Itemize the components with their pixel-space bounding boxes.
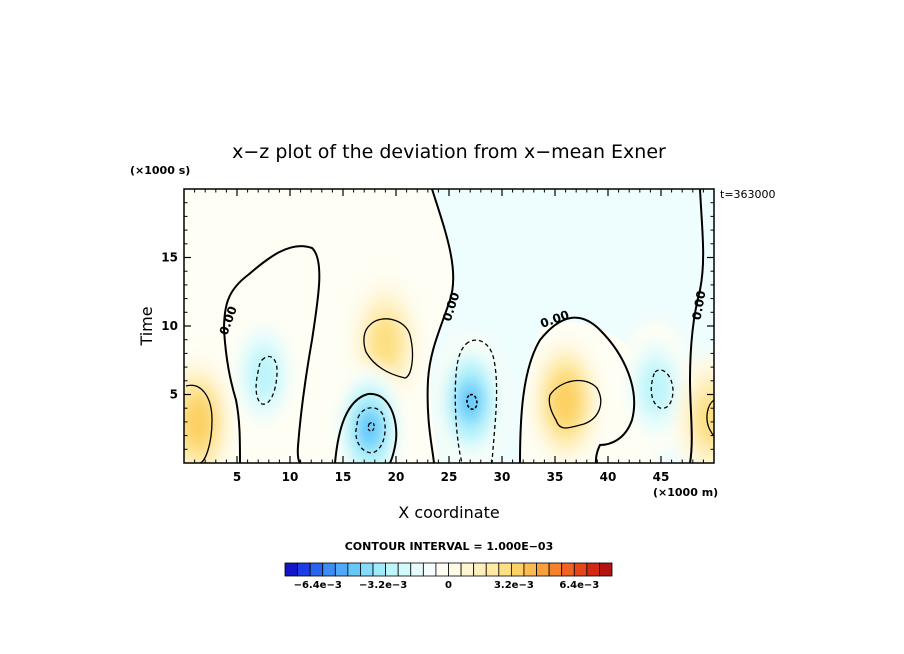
negative-contour-4 — [650, 369, 674, 409]
x-tick-label-3: 20 — [388, 470, 405, 484]
negative-contour-2 — [355, 407, 386, 454]
contour-field — [184, 189, 714, 463]
contour-interval-label: CONTOUR INTERVAL = 1.000E−03 — [345, 540, 554, 553]
y-tick-label-0: 5 — [170, 388, 178, 402]
zero-contour-far-right — [688, 189, 705, 463]
colorbar-swatch-18 — [510, 562, 525, 577]
colorbar-tick-label-3: 3.2e−3 — [494, 580, 534, 591]
feature-shade-5-3 — [552, 378, 580, 424]
x-tick-label-8: 45 — [653, 470, 670, 484]
colorbar: −6.4e−3 −3.2e−3 0 3.2e−3 6.4e−3 — [284, 562, 613, 591]
feature-shade-3-4 — [357, 409, 382, 449]
colorbar-swatch-0 — [284, 562, 298, 577]
colorbar-swatch-5 — [347, 562, 361, 577]
negative-contour-3b — [466, 393, 478, 410]
chart-title: x−z plot of the deviation from x−mean Ex… — [232, 141, 666, 163]
colorbar-swatch-14 — [460, 562, 475, 577]
colorbar-swatch-9 — [397, 562, 412, 577]
feature-shade-7-2 — [694, 391, 714, 447]
zero-contour-left — [223, 245, 321, 463]
x-unit-label: (×1000 m) — [653, 486, 718, 499]
feature-shade-4-4 — [458, 381, 483, 421]
positive-contour-1 — [185, 384, 213, 463]
colorbar-swatch-25 — [599, 562, 613, 577]
feature-shade-0-3 — [184, 399, 212, 445]
zero-contour-mid — [426, 189, 455, 463]
colorbar-swatch-10 — [410, 562, 424, 577]
colorbar-swatch-17 — [498, 562, 512, 577]
colorbar-swatch-13 — [448, 562, 462, 577]
colorbar-tick-label-1: −3.2e−3 — [359, 580, 407, 591]
colorbar-swatch-11 — [422, 562, 437, 577]
x-tick-label-5: 30 — [494, 470, 511, 484]
colorbar-swatch-16 — [485, 562, 500, 577]
colorbar-swatch-22 — [561, 562, 575, 577]
negative-contour-1 — [255, 355, 278, 405]
colorbar-swatch-12 — [435, 562, 449, 577]
zero-contour-left-b — [223, 329, 241, 463]
colorbar-swatch-4 — [334, 562, 349, 577]
timestamp-label: t=363000 — [720, 188, 776, 201]
x-tick-label-1: 10 — [282, 470, 299, 484]
feature-shade-2-2 — [369, 315, 402, 370]
positive-contour-2 — [363, 318, 414, 379]
colorbar-swatch-23 — [573, 562, 588, 577]
negative-contour-2b — [367, 421, 375, 432]
x-axis-title: X coordinate — [398, 503, 499, 522]
colorbar-swatch-1 — [297, 562, 311, 577]
y-unit-label: (×1000 s) — [130, 164, 190, 177]
colorbar-swatch-24 — [586, 562, 600, 577]
y-tick-label-1: 10 — [161, 319, 178, 333]
x-tick-label-2: 15 — [335, 470, 352, 484]
y-tick-label-2: 15 — [161, 251, 178, 265]
colorbar-tick-label-0: −6.4e−3 — [294, 580, 342, 591]
colorbar-swatch-21 — [548, 562, 563, 577]
contour-lines — [185, 189, 714, 463]
zero-contour-ring — [334, 392, 398, 463]
colorbar-swatch-19 — [523, 562, 537, 577]
colorbar-swatch-15 — [473, 562, 487, 577]
positive-contour-3 — [548, 379, 602, 429]
x-tick-label-7: 40 — [600, 470, 617, 484]
zero-contour-right-loop — [519, 316, 636, 463]
colorbar-tick-label-2: 0 — [445, 580, 452, 591]
y-axis-title: Time — [137, 306, 156, 346]
feature-shade-1-2 — [247, 346, 280, 402]
colorbar-swatch-6 — [360, 562, 374, 577]
colorbar-swatch-20 — [536, 562, 550, 577]
colorbar-tick-label-4: 6.4e−3 — [559, 580, 599, 591]
colorbar-swatch-2 — [309, 562, 324, 577]
x-tick-label-4: 25 — [441, 470, 458, 484]
contour-label-4: 0.00 — [690, 290, 709, 322]
feature-shade-6-2 — [639, 360, 672, 415]
x-tick-label-6: 35 — [547, 470, 564, 484]
x-tick-label-0: 5 — [233, 470, 241, 484]
colorbar-swatch-8 — [385, 562, 399, 577]
colorbar-swatch-7 — [372, 562, 387, 577]
negative-contour-3 — [454, 339, 498, 463]
colorbar-swatch-3 — [322, 562, 336, 577]
axis-ticks: 5 10 15 20 25 30 35 40 45 5 10 15 — [161, 189, 714, 484]
